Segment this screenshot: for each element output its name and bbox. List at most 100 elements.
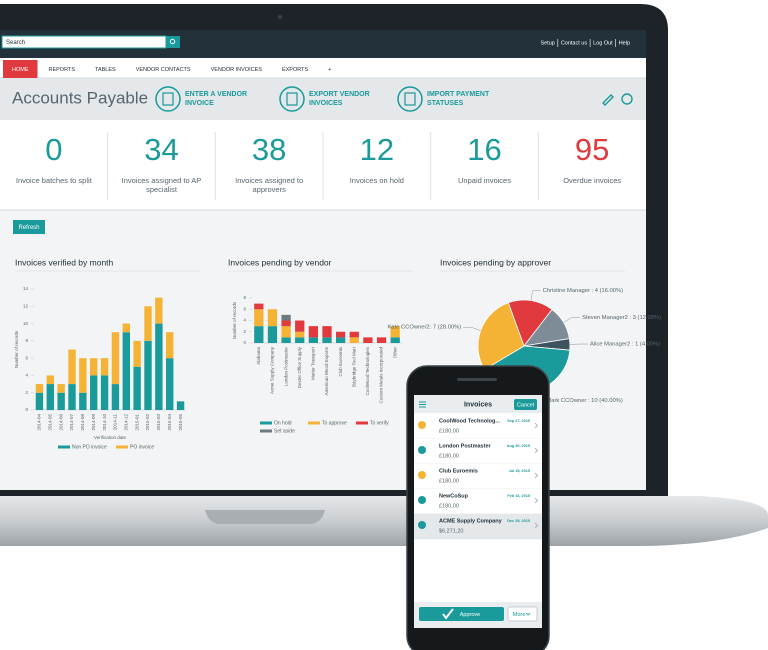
bar-segment	[68, 384, 76, 410]
bar-segment	[281, 326, 291, 338]
legend-swatch	[58, 445, 70, 449]
bar-segment	[68, 349, 76, 385]
action-glyph	[404, 92, 416, 106]
top-link[interactable]: Contact us	[561, 40, 588, 46]
x-tick-label: 2014-06	[58, 414, 63, 431]
legend-swatch	[308, 421, 320, 425]
x-tick-label: 2015-01	[134, 414, 139, 431]
header-band	[0, 79, 646, 120]
list-row[interactable]	[414, 514, 542, 539]
item-date: Aug 30, 2015	[507, 444, 530, 448]
kpi-label: Unpaid invoices	[458, 176, 511, 185]
y-tick-label: 6	[243, 306, 246, 311]
bar-segment	[111, 384, 120, 410]
tab[interactable]: TABLES	[86, 60, 125, 78]
list-row[interactable]	[414, 464, 542, 489]
tab[interactable]: EXPORTS	[273, 60, 317, 78]
leader-line	[563, 317, 581, 323]
bar-segment	[254, 326, 264, 343]
kpi-value: 95	[575, 132, 609, 167]
action-label[interactable]: STATUSES	[427, 100, 464, 107]
action-label[interactable]: ENTER A VENDOR	[185, 91, 247, 98]
action-icon[interactable]	[397, 86, 423, 112]
list-row[interactable]	[414, 414, 542, 439]
status-icon	[418, 471, 426, 479]
chart-title: Invoices pending by vendor	[228, 257, 332, 267]
kpi-label: Invoices assigned to AP	[122, 176, 202, 185]
bar-segment	[390, 326, 400, 338]
bar-segment	[176, 401, 185, 410]
list-row[interactable]	[414, 489, 542, 514]
phone-speaker	[457, 378, 497, 381]
bar-segment	[46, 384, 54, 410]
top-link[interactable]: Setup	[540, 40, 554, 46]
item-date: Feb 16, 2015	[507, 494, 530, 498]
x-tick-label: 2015-04	[167, 414, 172, 431]
tab[interactable]: REPORTS	[40, 60, 85, 78]
bar-segment	[122, 323, 130, 333]
action-icon[interactable]	[279, 86, 305, 112]
tab-label: REPORTS	[49, 67, 76, 73]
cancel-button[interactable]	[514, 399, 537, 410]
bar-segment	[46, 375, 54, 385]
bar-segment	[35, 392, 44, 410]
bar-segment	[35, 384, 44, 393]
action-label[interactable]: EXPORT VENDOR	[309, 91, 370, 98]
page-title: Accounts Payable	[12, 88, 148, 107]
cancel-label: Cancel	[517, 402, 534, 408]
x-tick-label: Club Euroemis	[338, 346, 343, 376]
bar-segment	[336, 337, 346, 343]
action-icon[interactable]	[155, 86, 181, 112]
y-tick-label: 10	[23, 321, 29, 326]
y-tick-label: 0	[25, 407, 28, 412]
bar-segment	[166, 332, 174, 359]
tab[interactable]: VENDOR CONTACTS	[127, 60, 200, 78]
x-tick-label: 2014-05	[47, 414, 52, 431]
x-tick-label: Alabama	[256, 347, 261, 365]
bar-segment	[79, 358, 87, 393]
search-button[interactable]	[166, 36, 180, 48]
bar-segment	[281, 337, 291, 343]
help-icon[interactable]	[621, 93, 633, 105]
menu-icon[interactable]	[419, 401, 426, 408]
edit-icon[interactable]	[602, 94, 614, 106]
action-label[interactable]: IMPORT PAYMENT	[427, 91, 490, 98]
legend-swatch	[260, 429, 272, 433]
tab[interactable]: HOME	[3, 60, 38, 78]
tab[interactable]: VENDOR INVOICES	[202, 60, 271, 78]
list-row[interactable]	[414, 439, 542, 464]
tab-label: VENDOR CONTACTS	[136, 67, 191, 73]
tab[interactable]: +	[319, 60, 340, 78]
more-button[interactable]	[507, 606, 538, 622]
slice-label: Steven Manager2 : 3 (12.00%)	[582, 315, 661, 321]
refresh-button[interactable]	[13, 220, 45, 234]
item-date: Jul 15, 2015	[509, 469, 530, 473]
y-tick-label: 2	[25, 390, 28, 395]
item-name: ACME Supply Company	[439, 518, 503, 524]
item-name: CoolWood Technolog...	[439, 418, 500, 424]
more-label: More	[513, 612, 526, 618]
bar-segment	[155, 323, 163, 410]
kpi-value: 12	[360, 132, 394, 167]
row-chevron	[534, 497, 539, 504]
approve-button[interactable]	[419, 607, 504, 621]
action-glyph	[162, 92, 174, 106]
action-label[interactable]: INVOICE	[185, 100, 214, 107]
action-label[interactable]: INVOICES	[309, 100, 343, 107]
chart-title: Invoices pending by approver	[440, 257, 551, 267]
search-placeholder: Search	[6, 40, 25, 46]
status-icon	[418, 421, 426, 429]
top-link[interactable]: Log Out	[593, 40, 613, 46]
leader-line	[463, 326, 481, 331]
search-input[interactable]	[1, 35, 167, 49]
bar-segment	[57, 384, 65, 393]
legend-label: Non PO invoice	[72, 444, 107, 450]
top-link[interactable]: Help	[619, 40, 630, 46]
bar-segment	[376, 337, 387, 343]
slice-label: Mark CCOwner : 10 (40.00%)	[546, 398, 622, 404]
legend-label: Set aside	[274, 428, 295, 434]
y-tick-label: 6	[25, 355, 28, 360]
y-tick-label: 14	[23, 286, 29, 291]
slice-label: Kate CCOwner2: 7 (28.00%)	[387, 325, 461, 331]
